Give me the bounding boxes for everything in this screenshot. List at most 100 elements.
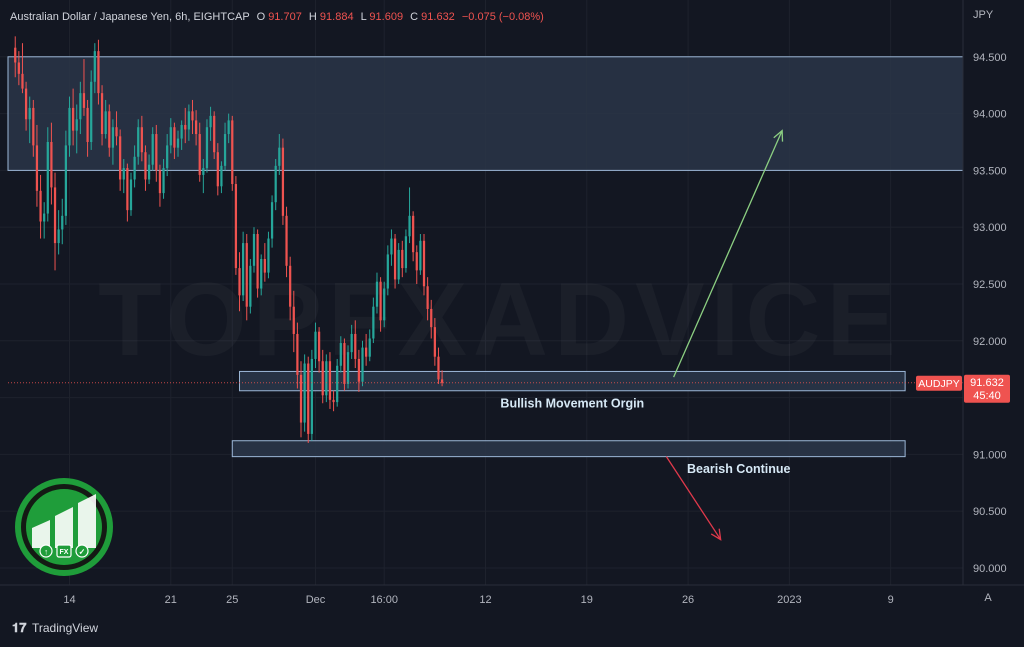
candle-body [97,51,100,94]
x-tick-label: 14 [63,594,75,606]
candle-body [93,51,96,82]
candle-body [115,127,118,137]
candle-body [202,168,205,175]
candle-body [79,93,82,120]
candle-body [368,338,371,357]
candle-body [173,127,176,148]
candle-body [100,93,104,135]
price-scale[interactable]: 94.500 94.000 93.500 93.000 92.500 92.000 91.0… [973,52,1007,575]
candle-body [437,356,440,380]
candle-body [415,252,418,271]
logo-bar-2 [55,507,73,548]
candle-body [82,93,86,108]
candle-body [270,202,274,239]
candle-body [263,258,266,273]
candle-body [108,111,111,148]
topfxadvice-logo: ↑ FX ✓ [15,478,113,576]
legend-low-label: L [361,11,367,23]
candle-body [234,184,238,269]
candle-body [14,47,17,63]
candle-body [126,168,129,211]
logo-badge-fx: FX [60,549,69,556]
candle-body [440,379,444,383]
candle-body [147,164,151,180]
candle-body [86,107,89,142]
legend-change: −0.075 (−0.08%) [462,11,544,23]
annotation-label: Bullish Movement Orgin [500,396,644,410]
auto-scale-button[interactable]: A [978,588,998,606]
x-tick-label: 21 [165,594,177,606]
y-tick-label: 94.000 [973,109,1007,121]
candle-body [289,265,292,307]
time-scale[interactable]: 14 21 25 Dec 16:00 12 19 26 2023 9 [63,594,893,606]
candle-body [194,120,198,135]
zones [7,56,964,458]
candle-body [390,238,393,255]
candle-body [296,333,299,375]
candle-body [404,236,408,269]
candle-body [223,134,227,166]
candle-body [321,361,324,396]
candle-body [205,127,209,169]
candle-body [317,331,321,362]
candle-body [17,62,20,74]
price-tag-price: 91.632 [970,377,1004,389]
candle-body [343,343,346,384]
candle-body [267,238,270,273]
candle-body [35,145,39,191]
candle-body [274,165,277,203]
candle-body [155,134,158,171]
candle-body [75,119,78,131]
zone-rectangle [239,370,906,392]
candle-body [104,111,107,135]
legend: Australian Dollar / Japanese Yen, 6h, EI… [10,11,544,23]
candle-body [220,165,223,187]
candle-body [422,240,426,287]
candle-body [162,168,165,194]
candle-body [46,141,49,214]
candle-body [191,111,194,121]
candle-body [122,168,125,180]
candle-body [379,281,382,321]
arrow-down-head [710,528,722,541]
x-tick-label: 26 [682,594,694,606]
logo-badge-up: ↑ [44,548,48,557]
candle-body [158,170,162,194]
tradingview-brand[interactable]: 𝟏𝟕 TradingView [12,620,98,635]
candle-body [231,120,234,185]
candle-body [180,124,183,139]
candle-body [365,347,368,357]
candle-body [53,187,57,244]
x-tick-label: Dec [306,594,326,606]
candle-body [426,286,429,309]
candle-body [28,107,31,120]
candle-body [176,138,180,148]
arrow-up-head [773,129,784,142]
candle-body [372,306,375,339]
candle-body [140,127,143,153]
y-tick-label: 90.500 [973,506,1007,518]
candle-body [260,258,263,289]
x-tick-label: 9 [888,594,894,606]
candle-body [357,358,361,382]
candle-body [151,134,154,165]
currency-label: JPY [973,9,994,21]
candle-body [386,254,389,289]
candle-body [361,347,364,382]
candle-body [71,107,75,131]
x-tick-label: 25 [226,594,238,606]
annotation-label: Bearish Continue [687,462,791,476]
legend-close-label: C [410,11,418,23]
candle-body [24,88,28,120]
candle-body [419,240,422,271]
candle-body [328,361,332,400]
watermark-text: TOPFXADVICE [98,262,902,378]
candle-body [169,127,172,146]
candle-body [401,249,404,269]
candle-body [21,73,24,89]
legend-high-value: 91.884 [320,11,354,23]
candle-body [325,361,328,396]
candle-body [213,115,216,153]
